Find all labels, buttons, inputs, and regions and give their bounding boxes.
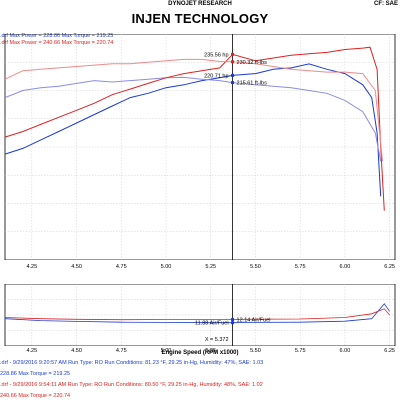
cursor-readout: X = 5.372 — [205, 337, 229, 343]
annotation-label: 11.88 Air/Fuel — [195, 321, 229, 327]
air-fuel-chart: 11.88 Air/Fuel 12.14 Air/Fuel X = 5.372 — [4, 284, 396, 346]
series-line-power-run2 — [4, 46, 385, 211]
cursor-marker — [231, 73, 235, 77]
series-line-torque-run2 — [4, 58, 383, 162]
cursor-marker — [231, 81, 235, 85]
afr-x-tick-label: 4.75 — [116, 348, 127, 354]
x-tick-label: 5.50 — [250, 264, 261, 270]
cursor-marker — [231, 317, 235, 321]
run1-info: .drf - 9/29/2016 9:20:57 AM Run Type: RO… — [0, 360, 264, 366]
afr-x-tick-label: 4.50 — [71, 348, 82, 354]
x-tick-label: 5.75 — [295, 264, 306, 270]
grid — [5, 34, 395, 260]
afr-x-tick-label: 4.25 — [26, 348, 37, 354]
annotation-label: 215.61 ft-lbs — [237, 81, 268, 87]
afr-x-tick-label: 5.50 — [250, 348, 261, 354]
afr-x-tick-label: 5.75 — [295, 348, 306, 354]
afr-cursor-markers: 11.88 Air/Fuel 12.14 Air/Fuel — [195, 317, 270, 326]
annotation-label: 230.32 ft-lbs — [237, 60, 268, 66]
x-tick-label: 6.25 — [384, 264, 395, 270]
series-lines — [4, 46, 385, 211]
afr-x-tick-label: 6.25 — [384, 348, 395, 354]
run1-values: 228.86 Max Torque = 219.25 — [0, 371, 71, 377]
afr-x-tick-label: 5.00 — [161, 348, 172, 354]
x-tick-label: 5.25 — [205, 264, 216, 270]
afr-grid — [5, 284, 395, 346]
legend-run1: .drf Max Power = 228.86 Max Torque = 219… — [0, 33, 114, 39]
afr-x-tick-label: 6.00 — [340, 348, 351, 354]
x-tick-label: 5.00 — [161, 264, 172, 270]
correction-factor: CF: SAE — [374, 1, 398, 7]
cursor-marker — [231, 321, 235, 325]
x-tick-label: 4.50 — [71, 264, 82, 270]
afr-x-tick-label: 5.25 — [205, 348, 216, 354]
annotation-label: 235.56 hp — [204, 52, 228, 58]
dyno-power-torque-chart: 230.32 ft-lbs 235.56 hp 215.61 ft-lbs 220.7… — [4, 34, 396, 260]
series-line-afr-run2 — [4, 308, 390, 321]
annotation-label: 220.71 hp — [204, 73, 228, 79]
company-name: DYNOJET RESEARCH — [168, 1, 232, 7]
afr-x-axis: 4.25 4.50 4.75 5.00 5.25 5.50 5.75 6.00 6.25 — [26, 348, 395, 354]
x-axis-label: Engine Speed (RPM x1000) — [161, 350, 239, 356]
legend-run2: .drf Max Power = 240.66 Max Torque = 220… — [0, 40, 114, 46]
x-tick-label: 6.00 — [340, 264, 351, 270]
series-line-torque-run1 — [4, 76, 382, 162]
series-line-power-run1 — [4, 63, 382, 197]
run2-info: .drf - 9/29/2016 9:54:11 AM Run Type: RO… — [0, 382, 263, 388]
annotation-label: 12.14 Air/Fuel — [237, 317, 271, 323]
cursor-marker — [231, 60, 235, 64]
page-title: INJEN TECHNOLOGY — [131, 11, 269, 26]
cursor-markers: 230.32 ft-lbs 235.56 hp 215.61 ft-lbs 220.7… — [204, 52, 267, 86]
run2-values: 240.66 Max Torque = 220.74 — [0, 393, 71, 399]
x-axis: 4.25 4.50 4.75 5.00 5.25 5.50 5.75 6.00 6.25 — [26, 264, 395, 270]
x-tick-label: 4.25 — [26, 264, 37, 270]
x-tick-label: 4.75 — [116, 264, 127, 270]
cursor-marker — [231, 52, 235, 56]
